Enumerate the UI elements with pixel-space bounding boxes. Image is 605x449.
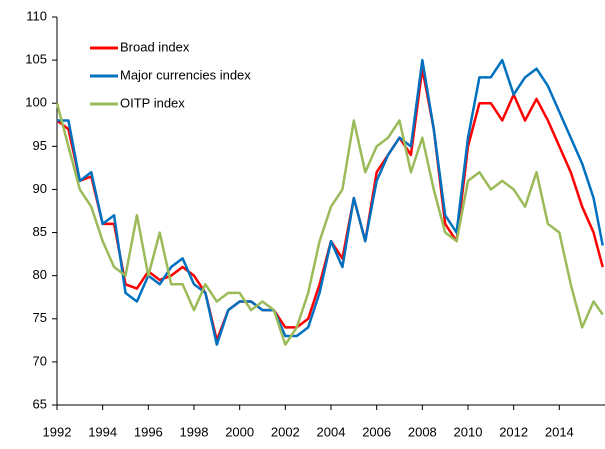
y-tick-label: 85 (33, 224, 47, 239)
y-tick-label: 105 (25, 52, 47, 67)
x-tick-label: 1998 (180, 424, 209, 439)
y-tick-label: 65 (33, 396, 47, 411)
x-tick-label: 2000 (225, 424, 254, 439)
x-tick-label: 1992 (43, 424, 72, 439)
x-tick-label: 2008 (408, 424, 437, 439)
legend-label: Broad index (120, 39, 190, 54)
y-tick-label: 110 (26, 8, 47, 23)
x-tick-label: 2006 (362, 424, 391, 439)
x-tick-label: 1994 (88, 424, 117, 439)
x-tick-label: 2014 (545, 424, 574, 439)
x-tick-label: 2012 (499, 424, 528, 439)
x-tick-label: 2010 (454, 424, 483, 439)
y-tick-label: 90 (33, 181, 47, 196)
x-tick-label: 2002 (271, 424, 300, 439)
y-tick-label: 80 (33, 267, 47, 282)
legend-label: OITP index (120, 95, 185, 110)
y-tick-label: 95 (33, 138, 47, 153)
y-tick-label: 100 (25, 95, 47, 110)
legend-label: Major currencies index (120, 67, 251, 82)
y-tick-label: 70 (33, 353, 47, 368)
x-tick-label: 2004 (317, 424, 346, 439)
series-line (55, 102, 604, 346)
x-tick-label: 1996 (134, 424, 163, 439)
y-tick-label: 75 (33, 310, 47, 325)
